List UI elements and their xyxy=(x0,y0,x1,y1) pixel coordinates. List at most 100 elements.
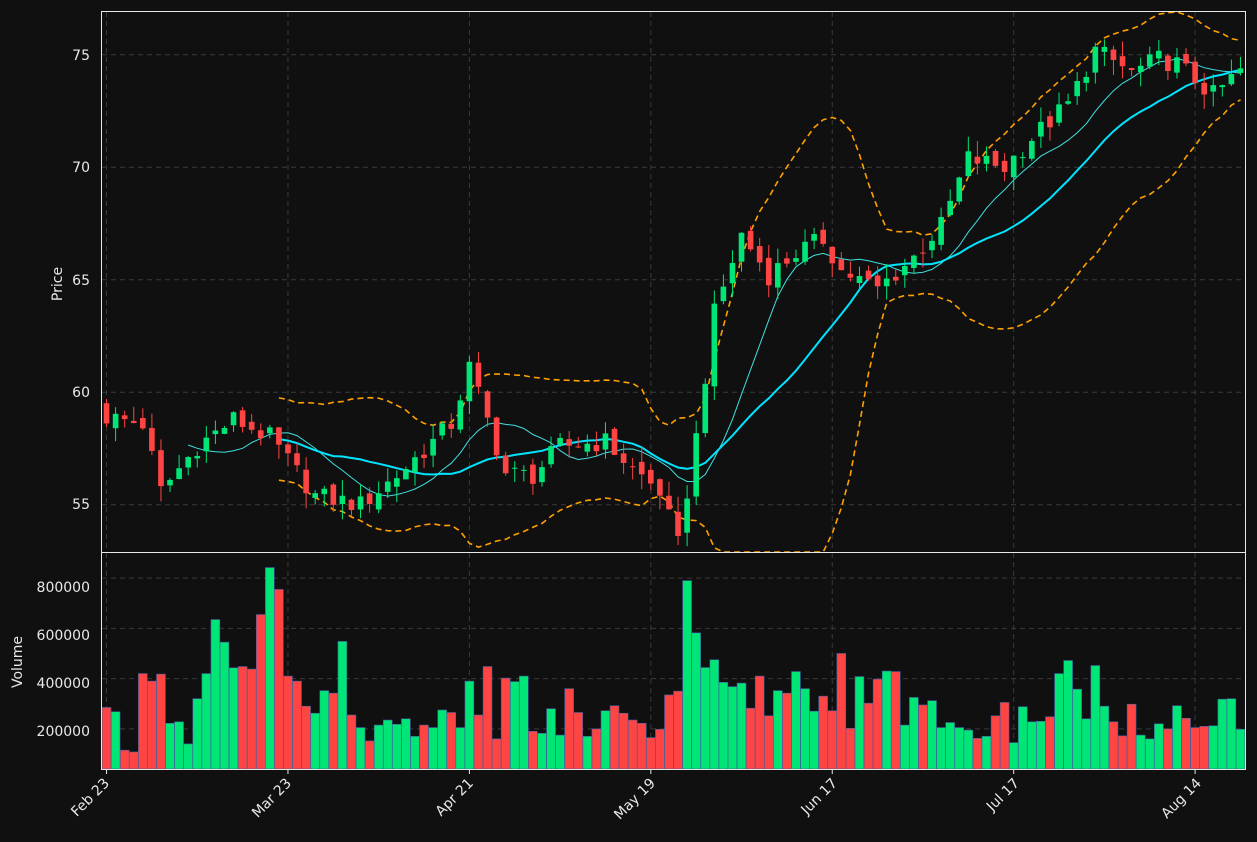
candle-body xyxy=(1165,55,1171,72)
volume-bar xyxy=(482,666,493,770)
volume-bar xyxy=(809,710,819,770)
volume-bar xyxy=(591,728,602,770)
candle-body xyxy=(375,493,382,510)
volume-bar xyxy=(1027,721,1037,770)
volume-bar xyxy=(863,702,874,770)
candle-body xyxy=(357,496,364,510)
volume-tick-label: 800000 xyxy=(37,580,90,596)
candle-body xyxy=(856,276,863,283)
candle-body xyxy=(947,200,953,216)
candle-body xyxy=(521,469,527,471)
volume-bar xyxy=(129,751,139,770)
candle-body xyxy=(1119,56,1126,67)
volume-bar xyxy=(600,710,611,770)
volume-bar xyxy=(510,681,520,770)
candle-body xyxy=(412,457,418,473)
candle-body xyxy=(784,258,790,264)
volume-bar xyxy=(383,719,393,770)
candle-body xyxy=(729,263,736,284)
candle-body xyxy=(112,413,119,429)
volume-bar xyxy=(936,727,946,770)
price-axis-label: Price xyxy=(50,267,66,301)
volume-bar xyxy=(283,675,293,770)
volume-bar xyxy=(1090,665,1101,770)
volume-bar xyxy=(727,686,738,770)
candle-body xyxy=(638,461,645,475)
candle-body xyxy=(892,276,899,281)
candle-body xyxy=(802,241,808,262)
candle-body xyxy=(158,450,164,487)
volume-bar xyxy=(827,710,837,770)
candle-body xyxy=(212,430,219,435)
volume-bar xyxy=(555,734,565,770)
volume-bar xyxy=(373,724,384,770)
volume-bar xyxy=(754,675,765,770)
volume-bar xyxy=(963,729,974,770)
volume-bar xyxy=(1154,723,1164,770)
candle-body xyxy=(974,156,981,164)
candle-body xyxy=(1201,82,1207,95)
volume-bar xyxy=(183,743,193,770)
volume-bar xyxy=(1145,738,1155,770)
volume-tick-label: 200000 xyxy=(37,724,90,740)
volume-bar xyxy=(1190,727,1200,770)
volume-bar xyxy=(1036,720,1046,770)
candle-body xyxy=(811,234,817,241)
candle-body xyxy=(847,273,854,278)
candle-body xyxy=(838,259,845,271)
candle-body xyxy=(648,469,654,484)
x-tick-marks xyxy=(106,769,1196,774)
volume-bar xyxy=(646,737,656,770)
price-tick-label: 70 xyxy=(72,160,90,176)
candle-body xyxy=(938,216,944,245)
candle-body xyxy=(1174,57,1180,73)
volume-bar xyxy=(1008,742,1019,770)
volume-bar xyxy=(1208,725,1218,770)
volume-bar xyxy=(410,736,420,770)
candle-body xyxy=(475,362,482,387)
candle-body xyxy=(865,270,872,279)
volume-bar xyxy=(192,698,202,770)
candle-body xyxy=(502,455,509,474)
volume-bar xyxy=(918,704,928,770)
volume-bar xyxy=(274,589,284,770)
candle-body xyxy=(457,400,464,430)
candle-body xyxy=(221,427,228,434)
candle-body xyxy=(1092,46,1099,73)
candle-body xyxy=(1010,155,1017,178)
volume-bar xyxy=(292,680,302,770)
volume-bar xyxy=(210,619,221,770)
candle-body xyxy=(992,151,999,166)
volume-bar xyxy=(101,707,112,770)
price-grid xyxy=(102,12,1245,552)
candle-body xyxy=(657,479,663,496)
price-tick-label: 65 xyxy=(72,273,90,289)
candle-body xyxy=(593,445,600,452)
candle-body xyxy=(203,437,210,452)
candle-body xyxy=(276,427,282,445)
candle-body xyxy=(339,495,346,505)
volume-bar xyxy=(891,671,901,770)
volume-bar xyxy=(437,709,447,770)
volume-bar xyxy=(1108,721,1119,770)
candle-body xyxy=(312,493,318,498)
volume-bar xyxy=(854,676,865,770)
volume-bar xyxy=(1117,735,1128,770)
volume-bar xyxy=(582,736,593,770)
candle-body xyxy=(1083,77,1090,83)
volume-bar xyxy=(237,666,248,770)
volume-bar xyxy=(265,567,275,770)
volume-bar xyxy=(464,680,475,770)
candle-body xyxy=(430,438,436,456)
candle-body xyxy=(765,257,772,286)
volume-bar xyxy=(818,695,828,770)
candle-body xyxy=(294,453,300,466)
volume-bar xyxy=(500,677,511,770)
candle-body xyxy=(403,469,409,480)
candle-body xyxy=(820,229,826,244)
volume-bar xyxy=(836,653,847,770)
volume-bar xyxy=(528,731,538,770)
volume-bar xyxy=(609,705,620,770)
candle-body xyxy=(448,423,455,429)
